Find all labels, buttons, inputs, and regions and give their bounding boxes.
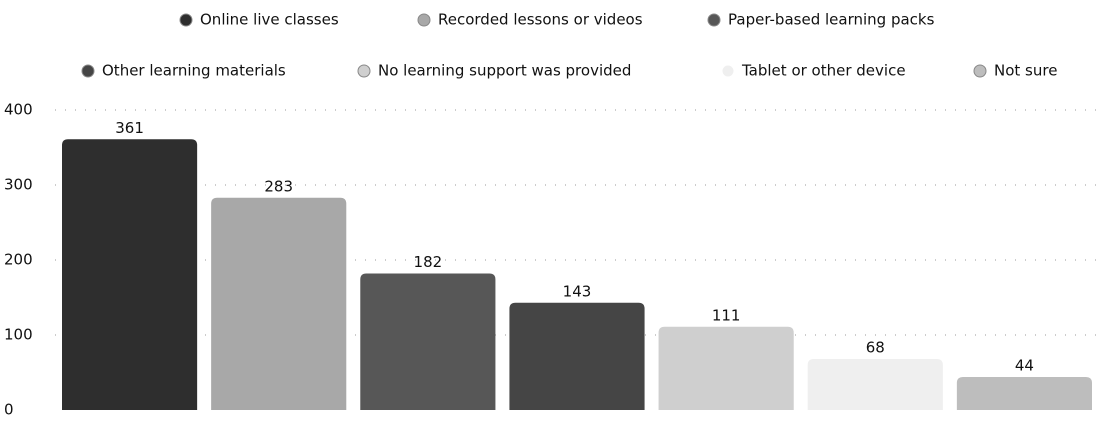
legend-label: Tablet or other device <box>741 62 906 80</box>
bar <box>509 302 645 410</box>
value-label: 68 <box>866 339 885 357</box>
value-label: 44 <box>1015 357 1034 375</box>
legend-label: Recorded lessons or videos <box>438 11 643 29</box>
value-label: 283 <box>264 177 293 195</box>
y-tick-label: 100 <box>4 326 33 344</box>
legend-label: Paper-based learning packs <box>728 11 935 29</box>
legend-marker <box>179 13 193 27</box>
y-tick-label: 300 <box>4 176 33 194</box>
value-label: 111 <box>712 306 741 324</box>
bar <box>956 377 1092 410</box>
bar <box>360 273 496 410</box>
legend-marker <box>81 64 95 78</box>
bar <box>807 359 943 410</box>
legend-marker <box>357 64 371 78</box>
y-tick-label: 200 <box>4 251 33 269</box>
legend-label: Not sure <box>994 62 1057 80</box>
legend-marker <box>707 13 721 27</box>
bar <box>658 326 794 410</box>
bar <box>211 197 347 410</box>
y-tick-label: 0 <box>4 401 14 419</box>
bar <box>62 139 198 410</box>
y-tick-label: 400 <box>4 101 33 119</box>
legend-marker <box>417 13 431 27</box>
value-label: 182 <box>414 253 443 271</box>
legend-label: No learning support was provided <box>378 62 631 80</box>
legend-marker <box>973 64 987 78</box>
legend-label: Online live classes <box>200 11 339 29</box>
legend-label: Other learning materials <box>102 62 286 80</box>
legend-marker <box>721 64 735 78</box>
value-label: 143 <box>563 282 592 300</box>
value-label: 361 <box>115 119 144 137</box>
